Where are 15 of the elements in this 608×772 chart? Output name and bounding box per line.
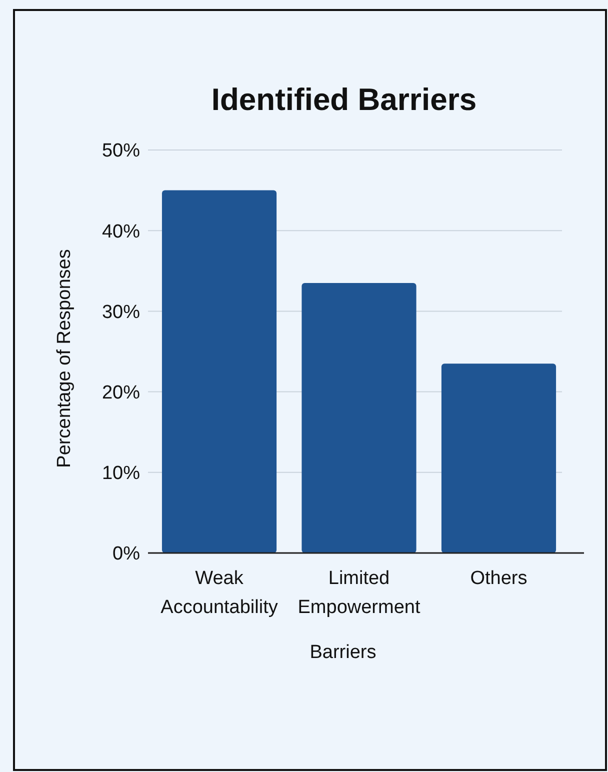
y-tick-label: 30% xyxy=(102,302,140,323)
x-tick-label: Limited Empowerment xyxy=(298,568,421,618)
chart-title: Identified Barriers xyxy=(211,82,477,117)
x-axis-title: Barriers xyxy=(310,642,376,663)
x-tick-label: Weak Accountability xyxy=(160,568,278,618)
bar xyxy=(441,364,556,553)
y-axis-title: Percentage of Responses xyxy=(54,249,75,468)
y-tick-label: 0% xyxy=(112,544,140,565)
y-tick-label: 40% xyxy=(102,221,140,242)
y-tick-label: 10% xyxy=(102,463,140,484)
y-tick-label: 50% xyxy=(102,140,140,162)
y-tick-label: 20% xyxy=(102,382,140,404)
x-tick-label: Others xyxy=(470,568,528,589)
bar xyxy=(162,190,277,553)
bar xyxy=(302,282,416,553)
